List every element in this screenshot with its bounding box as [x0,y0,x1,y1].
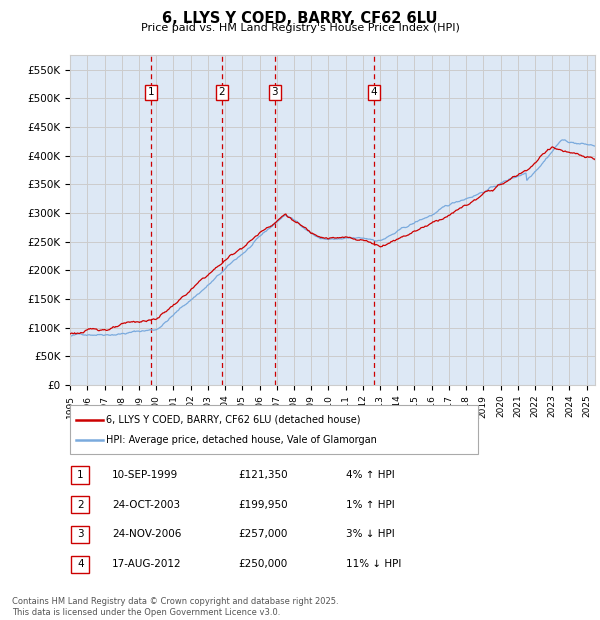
Text: 2: 2 [218,87,225,97]
Text: 4: 4 [77,559,84,569]
Text: £250,000: £250,000 [238,559,287,569]
Text: 4% ↑ HPI: 4% ↑ HPI [346,470,395,480]
Text: Contains HM Land Registry data © Crown copyright and database right 2025.
This d: Contains HM Land Registry data © Crown c… [12,598,338,617]
Text: 1: 1 [148,87,155,97]
Text: Price paid vs. HM Land Registry's House Price Index (HPI): Price paid vs. HM Land Registry's House … [140,23,460,33]
Text: 24-OCT-2003: 24-OCT-2003 [112,500,181,510]
Text: £121,350: £121,350 [238,470,288,480]
Text: 4: 4 [370,87,377,97]
Text: HPI: Average price, detached house, Vale of Glamorgan: HPI: Average price, detached house, Vale… [106,435,377,445]
Text: 3: 3 [272,87,278,97]
Text: £199,950: £199,950 [238,500,288,510]
Text: 6, LLYS Y COED, BARRY, CF62 6LU (detached house): 6, LLYS Y COED, BARRY, CF62 6LU (detache… [106,415,361,425]
Text: 3% ↓ HPI: 3% ↓ HPI [346,529,395,539]
Text: 1: 1 [77,470,84,480]
Text: £257,000: £257,000 [238,529,287,539]
Text: 6, LLYS Y COED, BARRY, CF62 6LU: 6, LLYS Y COED, BARRY, CF62 6LU [162,11,438,26]
Text: 3: 3 [77,529,84,539]
Text: 24-NOV-2006: 24-NOV-2006 [112,529,182,539]
Text: 1% ↑ HPI: 1% ↑ HPI [346,500,395,510]
Text: 11% ↓ HPI: 11% ↓ HPI [346,559,401,569]
Text: 17-AUG-2012: 17-AUG-2012 [112,559,182,569]
Text: 2: 2 [77,500,84,510]
Text: 10-SEP-1999: 10-SEP-1999 [112,470,178,480]
